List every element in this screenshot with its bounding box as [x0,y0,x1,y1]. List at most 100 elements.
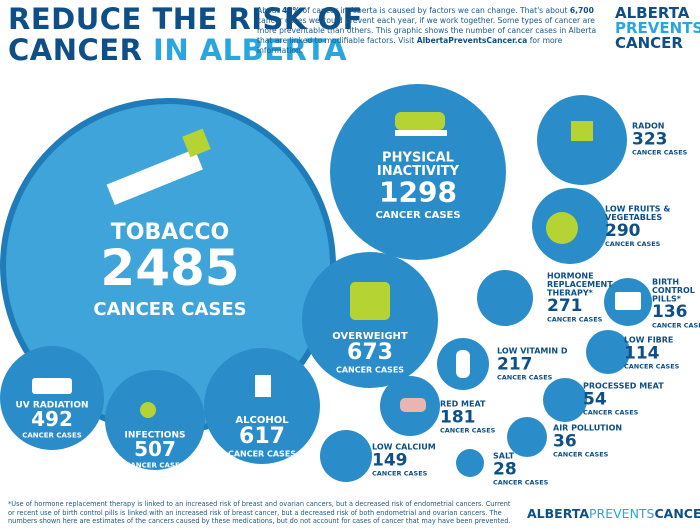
factor-unit: CANCER CASES [605,240,661,248]
factor-unit: CANCER CASES [375,210,460,221]
factor-circle [320,430,372,482]
title: REDUCE THE RISK OF CANCER IN ALBERTA [8,4,363,66]
icon [400,398,426,412]
icon [571,121,593,141]
factor-label: INFECTIONS [125,431,186,441]
factor-cases: 114 [624,343,660,363]
icon [395,112,445,130]
factor-circle [105,370,205,470]
factor-unit: CANCER CASES [125,462,185,470]
factor-label: REPLACEMENT [547,280,613,289]
icon [350,282,390,320]
factor-label: HORMONE [547,272,594,281]
factor-label: PHYSICAL [382,151,454,166]
factor-label: LOW CALCIUM [372,443,436,452]
factor-cases: 323 [632,129,668,149]
factor-cases: 507 [134,437,176,461]
factor-unit: CANCER CASES [583,409,639,417]
factor-label: PILLS* [652,294,682,303]
intro-link[interactable]: AlbertaPreventsCancer.ca [416,36,528,45]
factor-unit: CANCER CASES [652,321,700,329]
icon [140,402,156,418]
factor-cases: 673 [347,340,393,365]
factor-label: ALCOHOL [235,415,289,426]
factor-circle [0,346,104,450]
factor-label: VEGETABLES [605,213,662,222]
factor-unit: CANCER CASES [547,315,603,323]
factor-label: AIR POLLUTION [553,424,622,433]
factor-unit: CANCER CASES [632,149,688,157]
factor-cases: 492 [31,407,73,431]
factor-circle [330,84,506,260]
factor-unit: CANCER CASES [497,374,553,382]
factor-label: RED MEAT [440,400,486,409]
factor-label: LOW FIBRE [624,336,673,345]
factor-label: OVERWEIGHT [332,331,408,342]
title-word: IN ALBERTA [153,33,348,67]
url-part: PREVENTS [589,506,655,521]
title-line: CANCER IN ALBERTA [8,35,363,66]
factor-unit: CANCER CASES [440,427,496,435]
factor-cases: 54 [583,389,607,409]
factor-unit: CANCER CASES [372,470,428,478]
factor-label: TOBACCO [111,220,230,245]
factor-cases: 290 [605,221,641,241]
logo-word: ALBERTA [615,4,690,22]
intro-text: of cancer in Alberta is caused by factor… [300,6,570,15]
factor-label: RADON [632,122,665,131]
factor-cases: 271 [547,296,583,316]
icon [456,350,470,378]
logo-word: PREVENTS [615,19,700,37]
icon [182,128,211,158]
factor-label: BIRTH [652,278,679,287]
factor-label: UV RADIATION [15,401,88,411]
factor-cases: 36 [553,431,577,451]
icon [32,378,72,394]
factor-label: LOW VITAMIN D [497,347,568,356]
footnote: *Use of hormone replacement therapy is l… [8,500,511,526]
factor-label: INACTIVITY [377,164,460,179]
factor-unit: CANCER CASES [336,366,404,375]
intro-text: cancer cases we could prevent each year,… [257,16,597,45]
factor-label: THERAPY* [547,288,594,297]
intro-text: for more information. [257,36,563,55]
factor-circle [507,417,547,457]
intro-text: About [257,6,282,15]
factor-unit: CANCER CASES [228,450,296,459]
factor-unit: CANCER CASES [553,451,609,459]
factor-cases: 1298 [379,176,457,209]
factor-cases: 217 [497,354,533,374]
intro: About 45% of cancer in Alberta is caused… [257,6,602,56]
intro-bold: 6,700 [569,6,594,15]
factor-label: PROCESSED MEAT [583,382,664,391]
icon [546,212,578,244]
intro-bold: 45% [281,6,301,15]
factor-cases: 617 [239,424,285,449]
factor-circle [456,449,484,477]
factor-cases: 28 [493,459,517,479]
factor-cases: 149 [372,450,408,470]
factor-label: LOW FRUITS & [605,205,670,214]
icon [395,130,447,136]
factor-circle [586,330,630,374]
factor-circle [204,348,320,464]
factor-cases: 136 [652,302,688,322]
factor-unit: CANCER CASES [493,479,549,487]
title-line: REDUCE THE RISK OF [8,2,363,36]
url-part: CANCER.CA [654,506,700,521]
icon [255,375,271,397]
factor-unit: CANCER CASES [22,432,82,440]
factor-circle [543,378,587,422]
logo: ALBERTA PREVENTS CANCER [615,6,700,51]
title-word: CANCER [8,33,143,67]
factor-unit: CANCER CASES [93,299,246,320]
factor-label: SALT [493,452,515,461]
factor-cases: 181 [440,407,476,427]
icon [615,292,641,310]
factor-cases: 2485 [100,239,239,297]
icon [106,149,203,206]
url-part: ALBERTA [527,506,589,521]
